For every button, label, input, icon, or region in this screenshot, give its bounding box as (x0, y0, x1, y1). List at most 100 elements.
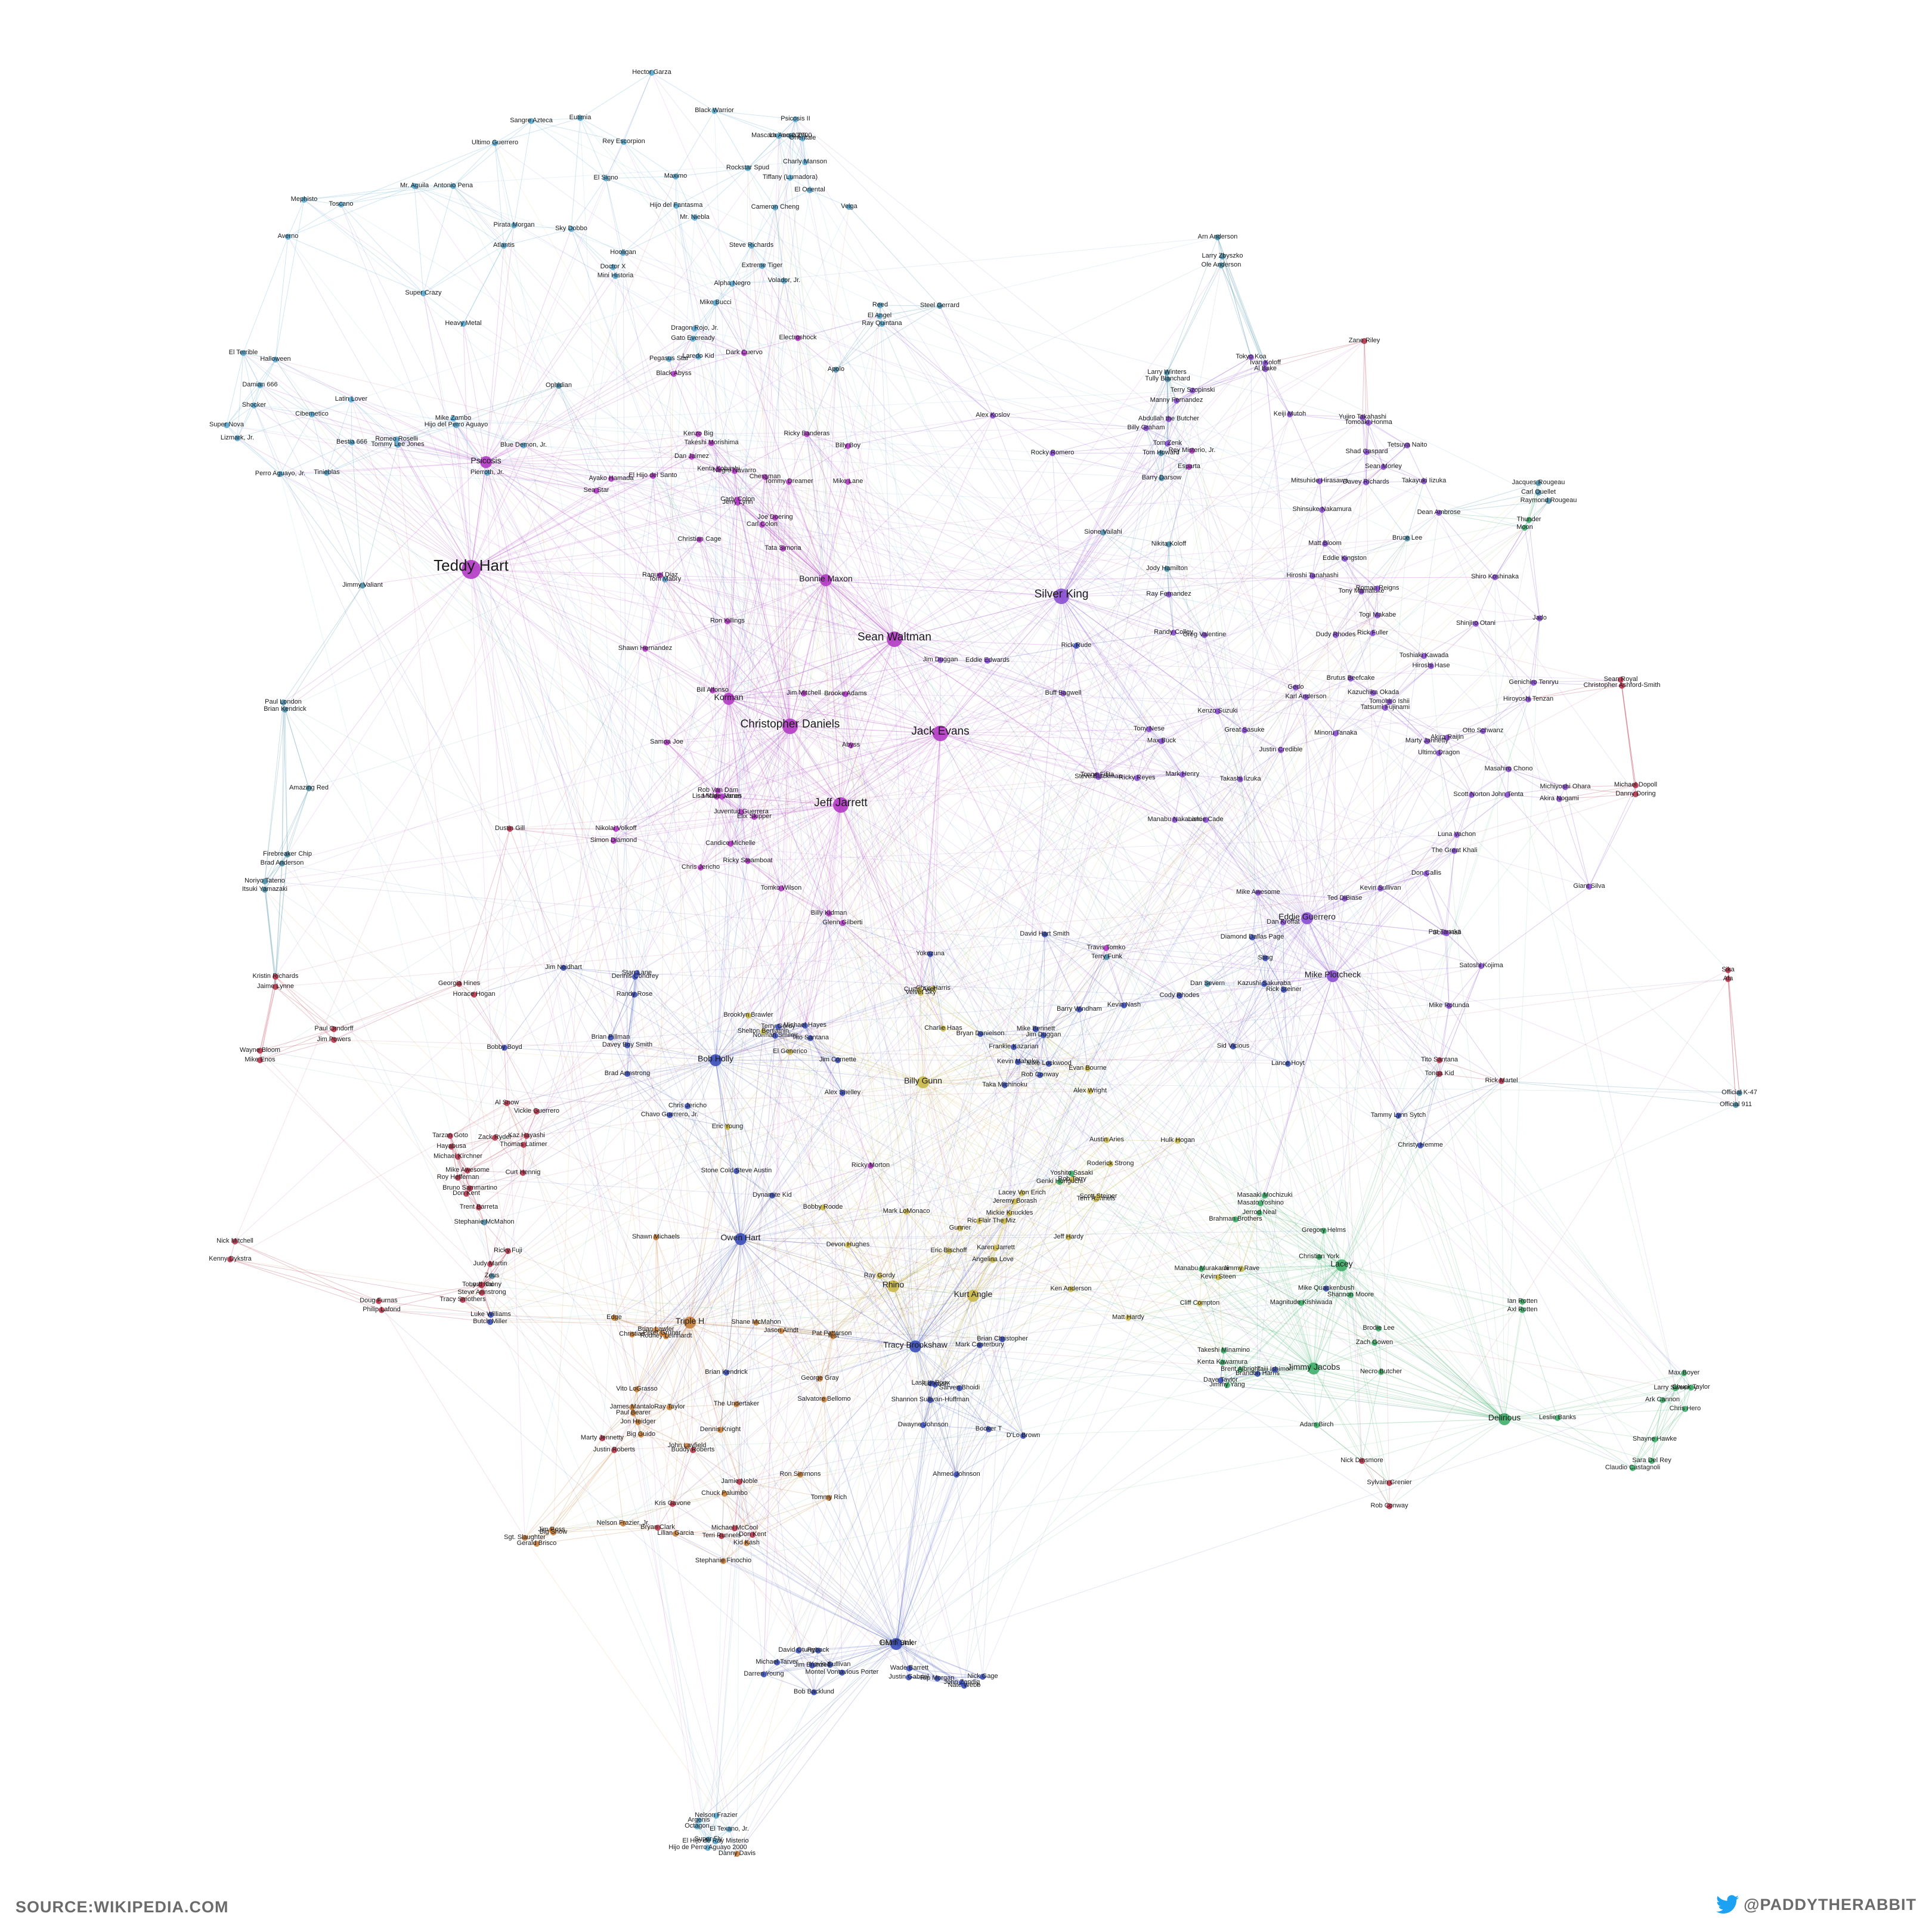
node[interactable]: Carl Colon (747, 521, 778, 528)
node[interactable]: Evan Bourne (1069, 1064, 1107, 1072)
node[interactable]: Darren Young (744, 1670, 784, 1677)
node[interactable]: Thomas Latimer (500, 1141, 547, 1148)
node[interactable]: Nikolai Volkoff (596, 825, 637, 832)
node[interactable]: Buddy Roberts (671, 1446, 715, 1453)
node[interactable]: Sylvain Grenier (1367, 1479, 1412, 1486)
node[interactable]: Alpha Negro (714, 280, 751, 287)
node[interactable]: Leslie Banks (1539, 1414, 1577, 1421)
node[interactable]: Jim Neidhart (545, 964, 582, 971)
node[interactable]: Lord Kai (469, 1281, 494, 1288)
node[interactable]: Jado (1532, 614, 1547, 621)
node[interactable]: Shocker (242, 401, 267, 408)
node[interactable]: Chuck Palumbo (701, 1490, 748, 1497)
node[interactable]: Gerald Brisco (517, 1540, 557, 1547)
node[interactable]: Jeff Hardy (1054, 1233, 1083, 1240)
node[interactable]: Ricky Fuji (494, 1247, 522, 1254)
node[interactable]: Claudio Castagnoli (1605, 1464, 1660, 1471)
node[interactable]: Tomko Wilson (761, 884, 801, 891)
node[interactable]: Ron Simmons (779, 1470, 821, 1478)
node[interactable]: Sid Vicious (1217, 1042, 1250, 1049)
node[interactable]: Don Kent (739, 1531, 766, 1538)
node[interactable]: Lacey (1330, 1259, 1353, 1271)
node[interactable]: Terry Funk (1091, 953, 1122, 960)
node[interactable]: Carly Colon (720, 496, 755, 503)
node[interactable]: Rey Misterio, Jr. (1169, 447, 1216, 454)
node[interactable]: Taka Michinoku (982, 1081, 1027, 1088)
node[interactable]: Cody Rhodes (1160, 992, 1200, 999)
node[interactable]: Kenzo Suzuki (1197, 707, 1238, 714)
node[interactable]: Shayne Hawke (1633, 1435, 1677, 1442)
node[interactable]: Teddy Hart (434, 556, 509, 579)
node[interactable]: Halloween (260, 355, 291, 363)
node[interactable]: James Mantalo (610, 1403, 655, 1410)
node[interactable]: Brahman Brothers (1209, 1215, 1262, 1222)
node[interactable]: Zane Riley (1349, 337, 1380, 344)
node[interactable]: Gunner (949, 1224, 971, 1231)
node[interactable]: Tetsuya Naito (1388, 441, 1428, 448)
node[interactable]: Takayuki Iizuka (1402, 477, 1447, 484)
node[interactable]: Extreme Tiger (742, 262, 783, 269)
node[interactable]: Chris Hero (1670, 1405, 1701, 1412)
node[interactable]: Ted DiBiase (1327, 894, 1363, 902)
node[interactable]: Sangre Azteca (510, 117, 553, 124)
node[interactable]: Esparta (1178, 463, 1201, 470)
node[interactable]: Magnitude Kishiwada (1270, 1299, 1333, 1306)
node[interactable]: Scott Norton (1453, 791, 1490, 798)
node[interactable]: Joe Doering (757, 513, 793, 521)
node[interactable]: Bryan Clark (640, 1524, 675, 1531)
node[interactable]: Barry Windham (1057, 1005, 1102, 1013)
node[interactable]: Pierroth, Jr. (470, 469, 504, 476)
node[interactable]: Tracy Brookshaw (883, 1340, 948, 1352)
node[interactable]: Perro Aguayo, Jr. (255, 470, 305, 477)
node[interactable]: Mickie James (702, 792, 742, 800)
node[interactable]: Jimmy Jacobs (1287, 1362, 1340, 1374)
node[interactable]: Kenny Dykstra (209, 1255, 252, 1262)
node[interactable]: Don Kent (453, 1190, 480, 1197)
node[interactable]: Averno (278, 233, 299, 240)
node[interactable]: Tracy Smothers (439, 1296, 486, 1303)
node[interactable]: Antonio Pena (434, 182, 473, 189)
node[interactable]: Jim Brunzell (794, 1661, 830, 1668)
node[interactable]: Togi Makabe (1359, 611, 1396, 618)
node[interactable]: Nick Dinsmore (1340, 1457, 1383, 1464)
node[interactable]: Karl Anderson (1285, 693, 1327, 700)
node[interactable]: Alex Koslov (976, 411, 1010, 419)
node[interactable]: Hiroshi Tanahashi (1286, 572, 1339, 579)
node[interactable]: Rob Conway (1371, 1502, 1408, 1509)
node[interactable]: Stephanie Finochio (695, 1557, 751, 1564)
node[interactable]: Mike Awesome (1236, 888, 1280, 896)
node[interactable]: Ricky Reyes (1119, 774, 1156, 781)
node[interactable]: Mike Lane (833, 478, 863, 485)
node[interactable]: Yokozuna (916, 950, 945, 957)
node[interactable]: Eric Young (712, 1123, 744, 1130)
node[interactable]: Kaz Hayashi (508, 1132, 545, 1139)
node[interactable]: Max Buck (1147, 737, 1176, 744)
node[interactable]: Ark Cannon (1645, 1396, 1680, 1403)
node[interactable]: Ultimo Guerrero (472, 139, 518, 146)
node[interactable]: Travis Tomko (1087, 944, 1126, 951)
node[interactable]: Great Sasuke (1224, 726, 1265, 733)
node[interactable]: Greg Valentine (1183, 631, 1227, 638)
node[interactable]: Tinieblas (314, 469, 340, 476)
node[interactable]: Michael Hayes (784, 1021, 827, 1029)
node[interactable]: Nikita Koloff (1151, 540, 1187, 547)
node[interactable]: Negro Navarro (713, 467, 756, 474)
node[interactable]: Brad Armstrong (605, 1070, 650, 1077)
node[interactable]: Rockstar Spud (726, 164, 769, 171)
node[interactable]: Abdullah the Butcher (1138, 415, 1199, 422)
node[interactable]: Kevin Mahnke (997, 1058, 1039, 1065)
node[interactable]: Mephisto (291, 196, 318, 203)
node[interactable]: Gedo (1288, 683, 1304, 691)
node[interactable]: Pat Tanaka (1429, 928, 1462, 936)
node[interactable]: Elix Skipper (737, 813, 772, 820)
node[interactable]: Dan Severn (1190, 980, 1225, 987)
node[interactable]: Lance Hoyt (1271, 1060, 1305, 1067)
node[interactable]: Ryback (807, 1646, 829, 1654)
node[interactable]: Tata Simona (764, 544, 801, 552)
node[interactable]: Dark Cuervo (726, 349, 763, 356)
node[interactable]: Mini Historia (597, 272, 634, 279)
node[interactable]: El Signo (594, 174, 618, 181)
node[interactable]: Steve Richards (729, 242, 774, 249)
node[interactable]: Scott Steiner (1080, 1193, 1117, 1200)
node[interactable]: Velvet Sky (905, 989, 936, 996)
